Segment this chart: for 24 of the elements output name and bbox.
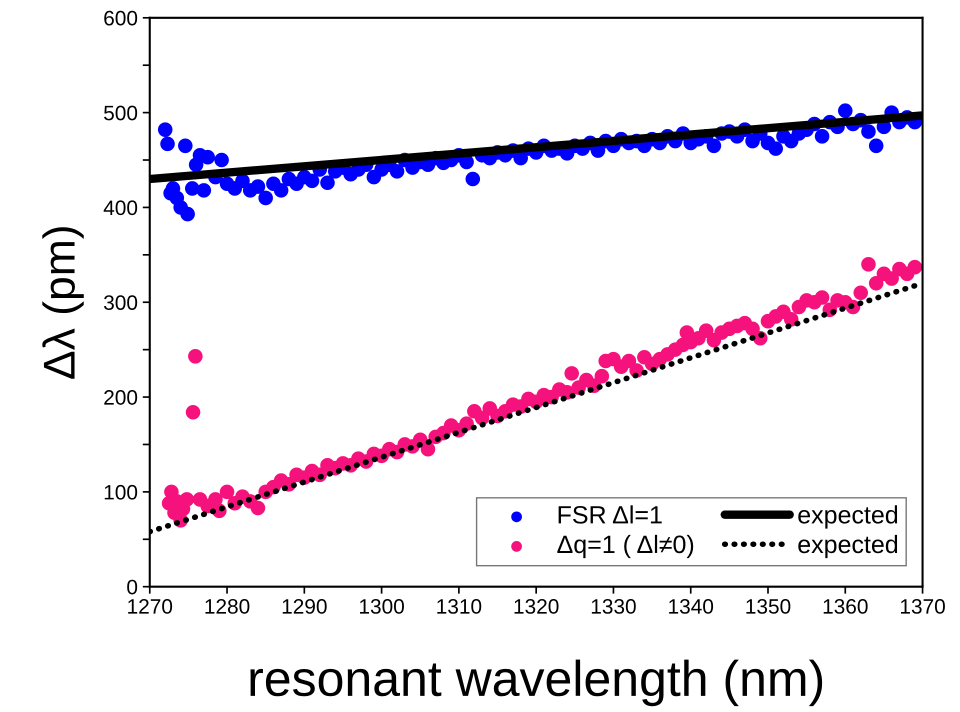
legend-label: FSR Δl=1 bbox=[558, 505, 662, 524]
y-tick-label: 100 bbox=[104, 484, 138, 500]
x-tick-label: 1330 bbox=[592, 599, 636, 614]
legend-label: expected bbox=[798, 534, 898, 558]
y-tick-label: 400 bbox=[104, 200, 138, 216]
x-tick-label: 1360 bbox=[824, 599, 868, 614]
legend-label: expected bbox=[798, 505, 898, 529]
y-tick-label: 300 bbox=[104, 295, 138, 310]
x-tick-label: 1370 bbox=[900, 599, 945, 614]
y-tick-label: 0 bbox=[127, 580, 138, 594]
x-tick-label: 1350 bbox=[746, 599, 790, 614]
x-tick-label: 1290 bbox=[282, 599, 327, 614]
x-tick-label: 1340 bbox=[669, 599, 714, 614]
y-axis-title: Δλ (pm) bbox=[42, 227, 84, 379]
y-tick-label: 200 bbox=[104, 390, 138, 405]
x-tick-label: 1270 bbox=[128, 599, 172, 614]
x-tick-label: 1300 bbox=[360, 599, 404, 614]
y-tick-label: 600 bbox=[104, 10, 138, 26]
legend-label: Δq=1 ( Δl≠0) bbox=[557, 534, 694, 558]
x-tick-label: 1320 bbox=[514, 599, 559, 614]
x-tick-label: 1310 bbox=[437, 599, 482, 614]
x-tick-label: 1280 bbox=[205, 599, 250, 614]
x-axis-title: resonant wavelength (nm) bbox=[250, 660, 822, 706]
y-tick-label: 500 bbox=[104, 106, 138, 120]
